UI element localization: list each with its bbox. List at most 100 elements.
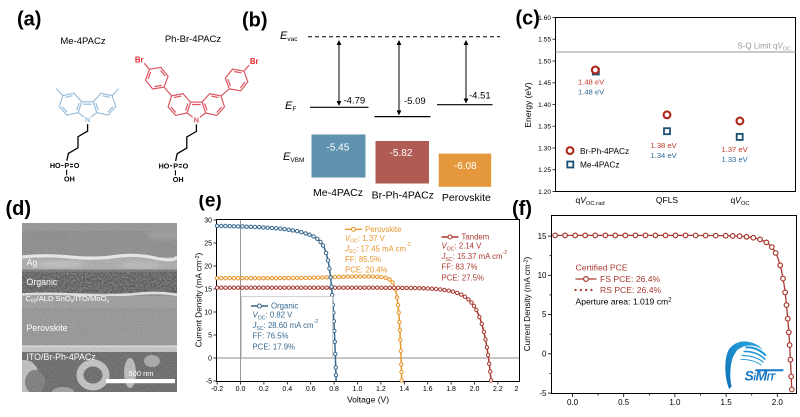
svg-text:-0.2: -0.2 [211, 386, 223, 393]
svg-text:PCE: 27.5%: PCE: 27.5% [442, 273, 485, 282]
svg-text:(b): (b) [242, 10, 268, 32]
svg-text:1.0: 1.0 [353, 386, 363, 393]
svg-text:VOC: 1.37 V: VOC: 1.37 V [345, 234, 386, 245]
svg-text:Tandem: Tandem [462, 233, 490, 242]
svg-text:0: 0 [208, 355, 212, 362]
svg-text:-6.08: -6.08 [454, 161, 477, 172]
svg-text:-5.09: -5.09 [404, 96, 426, 107]
svg-text:QFLS: QFLS [656, 195, 679, 205]
svg-text:1.37 eV: 1.37 eV [722, 145, 749, 154]
svg-text:0.5: 0.5 [618, 398, 630, 407]
svg-text:500 nm: 500 nm [128, 369, 153, 378]
svg-text:1.55: 1.55 [538, 37, 551, 44]
svg-text:Br-Ph-4PACz: Br-Ph-4PACz [580, 146, 629, 156]
svg-text:Evac: Evac [280, 30, 298, 43]
svg-text:SiMIT: SiMIT [745, 368, 777, 384]
svg-text:Current Density (mA cm-2): Current Density (mA cm-2) [523, 256, 532, 351]
svg-text:1.20: 1.20 [538, 189, 551, 196]
svg-text:1.60: 1.60 [538, 15, 551, 22]
svg-text:15: 15 [538, 232, 547, 241]
svg-text:2.0: 2.0 [470, 386, 480, 393]
svg-text:2: 2 [515, 386, 519, 393]
svg-text:1.6: 1.6 [423, 386, 433, 393]
svg-text:Ph-Br-4PACz: Ph-Br-4PACz [165, 34, 222, 45]
svg-text:1.5: 1.5 [721, 398, 733, 407]
svg-text:1.35: 1.35 [538, 124, 551, 131]
svg-text:HO: HO [50, 161, 61, 170]
svg-text:5: 5 [208, 332, 212, 339]
svg-text:1.48 eV: 1.48 eV [578, 77, 605, 86]
svg-text:-5: -5 [539, 389, 547, 398]
svg-text:1.33 eV: 1.33 eV [722, 155, 749, 164]
svg-text:Me-4PACz: Me-4PACz [313, 187, 363, 199]
svg-text:Aperture area: 1.019 cm2: Aperture area: 1.019 cm2 [576, 297, 673, 307]
svg-text:20: 20 [204, 263, 212, 270]
svg-text:EVBM: EVBM [283, 151, 304, 164]
svg-text:Me-4PACz: Me-4PACz [580, 160, 620, 170]
svg-text:FF: 85.5%: FF: 85.5% [345, 255, 381, 264]
svg-text:10: 10 [538, 271, 547, 280]
svg-text:FF: 76.5%: FF: 76.5% [253, 332, 289, 341]
svg-text:0.0: 0.0 [236, 386, 246, 393]
svg-text:1.40: 1.40 [538, 102, 551, 109]
svg-text:Br-Ph-4PACz: Br-Ph-4PACz [372, 190, 434, 202]
svg-text:ITO/Br-Ph-4PACz: ITO/Br-Ph-4PACz [27, 352, 96, 362]
svg-text:1.4: 1.4 [399, 386, 409, 393]
svg-text:0.2: 0.2 [259, 386, 269, 393]
svg-text:0: 0 [542, 350, 547, 359]
svg-text:PCE: 20.4%: PCE: 20.4% [345, 266, 388, 275]
svg-text:(e): (e) [199, 195, 222, 212]
svg-text:Perovskite: Perovskite [442, 192, 491, 204]
svg-text:2.2: 2.2 [493, 386, 503, 393]
svg-text:PCE: 17.9%: PCE: 17.9% [253, 342, 296, 351]
svg-text:OH: OH [173, 175, 184, 184]
svg-text:HO: HO [159, 161, 170, 170]
svg-text:-4.51: -4.51 [469, 91, 491, 102]
svg-text:Current Density (mA cm-2): Current Density (mA cm-2) [195, 252, 204, 347]
svg-text:0.4: 0.4 [282, 386, 292, 393]
svg-text:Energy (eV): Energy (eV) [523, 82, 533, 128]
svg-text:0.0: 0.0 [567, 398, 579, 407]
svg-text:10: 10 [204, 309, 212, 316]
svg-text:N: N [85, 115, 90, 124]
svg-text:(f): (f) [512, 198, 532, 220]
svg-text:JSC: 17.45 mA cm-2: JSC: 17.45 mA cm-2 [344, 242, 411, 255]
svg-text:1.50: 1.50 [538, 58, 551, 65]
svg-text:30: 30 [204, 217, 212, 224]
svg-text:Perovskite: Perovskite [27, 323, 68, 333]
svg-text:0.6: 0.6 [306, 386, 316, 393]
svg-text:25: 25 [204, 240, 212, 247]
svg-text:FS PCE: 26.4%: FS PCE: 26.4% [600, 274, 661, 284]
svg-text:Perovskite: Perovskite [365, 225, 401, 234]
svg-text:Organic: Organic [27, 277, 58, 287]
svg-text:Voltage (V): Voltage (V) [347, 395, 389, 405]
svg-text:1.45: 1.45 [538, 80, 551, 87]
svg-text:(c): (c) [516, 8, 540, 30]
svg-text:Br: Br [135, 55, 144, 64]
svg-text:Certified PCE: Certified PCE [576, 263, 628, 273]
svg-text:1.25: 1.25 [538, 167, 551, 174]
svg-text:1.48 eV: 1.48 eV [578, 88, 605, 97]
svg-text:Me-4PACz: Me-4PACz [60, 36, 105, 47]
svg-text:EF: EF [285, 100, 296, 113]
svg-text:-5.82: -5.82 [390, 148, 413, 159]
svg-text:-5.45: -5.45 [327, 142, 350, 153]
svg-text:1.8: 1.8 [446, 386, 456, 393]
svg-text:RS PCE: 26.4%: RS PCE: 26.4% [600, 285, 661, 295]
svg-text:1.2: 1.2 [376, 386, 386, 393]
svg-text:C60/ALD SnOx/ITO/MoOx: C60/ALD SnOx/ITO/MoOx [26, 294, 110, 305]
svg-text:P: P [64, 161, 69, 170]
svg-text:(a): (a) [17, 8, 41, 30]
svg-text:Ag: Ag [27, 258, 38, 268]
svg-text:Organic: Organic [271, 302, 298, 311]
svg-text:1.38 eV: 1.38 eV [651, 141, 678, 150]
svg-text:N: N [194, 115, 199, 124]
svg-text:5: 5 [542, 310, 547, 319]
svg-text:JSC: 28.60 mA cm-2: JSC: 28.60 mA cm-2 [252, 319, 319, 332]
svg-text:-4.79: -4.79 [344, 96, 366, 107]
svg-text:O: O [74, 161, 80, 170]
svg-text:S-Q Limit qVOC: S-Q Limit qVOC [737, 42, 791, 53]
svg-text:OH: OH [64, 175, 75, 184]
svg-text:P: P [173, 161, 178, 170]
svg-text:O: O [183, 161, 189, 170]
